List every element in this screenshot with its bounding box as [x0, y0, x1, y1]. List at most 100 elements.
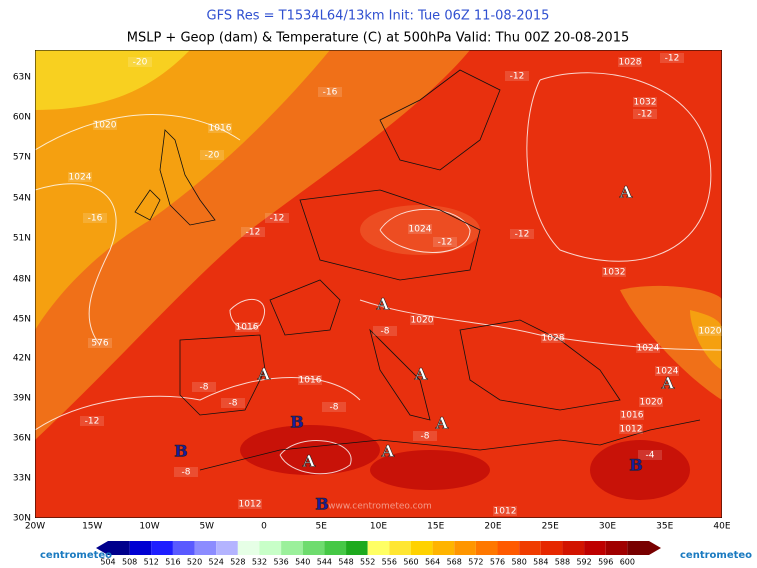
colorbar-label: 512 [144, 558, 159, 567]
lat-label: 36N [13, 434, 31, 444]
isoline-label-bg [633, 109, 657, 119]
colorbar-label: 540 [295, 558, 310, 567]
colorbar-swatch [584, 541, 606, 555]
lat-label: 51N [13, 234, 31, 244]
brand-left: centrometeo [40, 550, 112, 561]
isoline-label-bg [298, 375, 322, 385]
isoline-label-bg [510, 229, 534, 239]
lat-label: 63N [13, 73, 31, 83]
colorbar-label: 532 [252, 558, 267, 567]
isoline-label: -8 [421, 432, 430, 442]
colorbar-swatch [259, 541, 282, 555]
colorbar-swatch [172, 541, 195, 555]
colorbar-swatch [410, 541, 433, 555]
isoline-label-bg [410, 315, 434, 325]
lon-label: 15W [82, 522, 102, 532]
colorbar-label: 600 [620, 558, 635, 567]
isoline-label-bg [238, 499, 262, 509]
isoline-label: -8 [381, 327, 390, 337]
isoline-label: 1020 [94, 121, 117, 131]
colorbar-swatch [540, 541, 563, 555]
isoline-label-bg [80, 416, 104, 426]
isoline-label-bg [408, 224, 432, 234]
colorbar: 504 508 512 516 520 524 528 532 536 540 544 548 552 5… [96, 541, 661, 567]
colorbar-swatch [108, 541, 130, 555]
brand-right: centrometeo [680, 550, 752, 561]
isoline-label: -12 [510, 72, 525, 82]
isoline-label: -8 [229, 399, 238, 409]
isoline-label: -20 [133, 58, 148, 68]
lon-label: 10W [139, 522, 159, 532]
isoline-label: -12 [638, 110, 653, 120]
isoline-label-bg [322, 402, 346, 412]
colorbar-label: 556 [382, 558, 397, 567]
high-pressure-center: A [376, 295, 390, 314]
header-line2: MSLP + Geop (dam) & Temperature (C) at 5… [127, 31, 630, 46]
colorbar-swatch [151, 541, 173, 555]
high-pressure-center: A [414, 365, 428, 384]
lon-label: 20W [25, 522, 45, 532]
isoline-label-bg [618, 57, 642, 67]
colorbar-label: 572 [468, 558, 483, 567]
high-pressure-center: A [302, 452, 316, 471]
colorbar-label: 580 [512, 558, 527, 567]
lat-label: 45N [13, 315, 31, 325]
isoline-label: 1012 [494, 507, 517, 517]
lat-label: 33N [13, 474, 31, 484]
isoline-label-bg [221, 398, 245, 408]
colorbar-swatch [605, 541, 628, 555]
colorbar-label: 560 [403, 558, 418, 567]
isoline-label-bg [602, 267, 626, 277]
isoline-label: -12 [665, 54, 680, 64]
isoline-label-bg [493, 506, 517, 516]
lat-label: 42N [13, 354, 31, 364]
colorbar-label: 588 [555, 558, 570, 567]
isoline-label: -12 [515, 230, 530, 240]
high-pressure-center: A [661, 374, 675, 393]
isoline-label: -12 [270, 214, 285, 224]
colorbar-label: 584 [533, 558, 548, 567]
isoline-label: -8 [200, 383, 209, 393]
colorbar-label: 508 [122, 558, 137, 567]
colorbar-label: 568 [447, 558, 462, 567]
lat-label: 48N [13, 275, 31, 285]
isoline-label: 1024 [69, 173, 92, 183]
colorbar-arrow-left [96, 541, 108, 555]
colorbar-swatch [216, 541, 238, 555]
isoline-label-bg [620, 410, 644, 420]
isoline-label: -8 [330, 403, 339, 413]
isoline-label: 1016 [209, 124, 232, 134]
lon-label: 30E [599, 522, 616, 532]
isoline-label: 1032 [603, 268, 626, 278]
colorbar-label: 548 [338, 558, 353, 567]
colorbar-swatch [454, 541, 476, 555]
colorbar-swatch [519, 541, 541, 555]
isoline-label-bg [192, 382, 216, 392]
colorbar-label: 576 [490, 558, 505, 567]
isoline-label: -16 [88, 214, 103, 224]
isoline-label-bg [505, 71, 529, 81]
colorbar-swatch [237, 541, 260, 555]
isoline-label-bg [208, 123, 232, 133]
colorbar-swatch [432, 541, 455, 555]
isoline-label: -20 [205, 151, 220, 161]
low-pressure-center: B [629, 456, 643, 475]
colorbar-label: 552 [360, 558, 375, 567]
isoline-label: 576 [91, 339, 108, 349]
isoline-label: -12 [246, 228, 261, 238]
isoline-label: -8 [182, 468, 191, 478]
colorbar-swatch [475, 541, 498, 555]
lat-label: 57N [13, 153, 31, 163]
colorbar-swatch [194, 541, 217, 555]
lat-label: 30N [13, 514, 31, 524]
isoline-label-bg [265, 213, 289, 223]
isoline-label-bg [660, 53, 684, 63]
isoline-label-bg [541, 333, 565, 343]
colorbar-label: 536 [273, 558, 288, 567]
lat-label: 60N [13, 113, 31, 123]
isoline-label: 1020 [411, 316, 434, 326]
colorbar-swatch [562, 541, 585, 555]
lon-label: 0 [261, 522, 267, 532]
